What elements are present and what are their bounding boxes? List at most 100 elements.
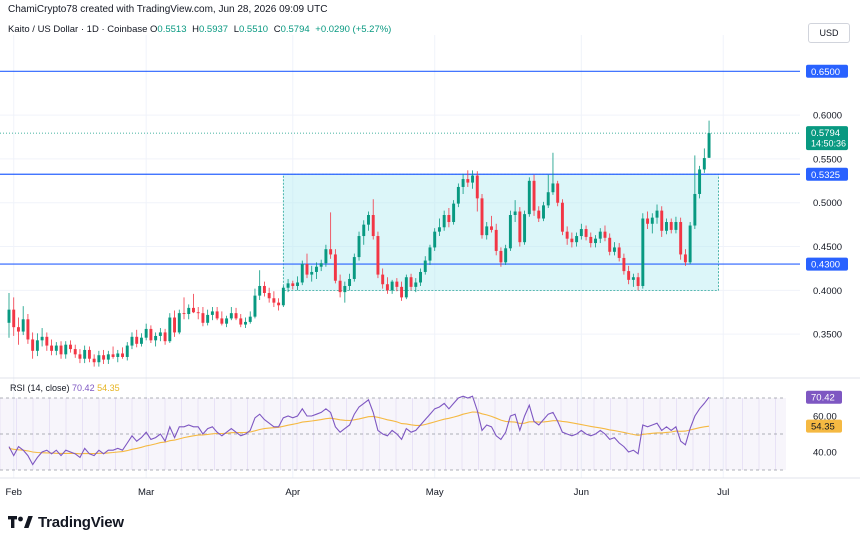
- candle-body-2026-06-27: [702, 158, 706, 170]
- high-value: 0.5937: [199, 24, 229, 35]
- candle-body-2026-02-01: [12, 309, 16, 328]
- level-tag-0.6500: 0.6500: [811, 67, 840, 78]
- candle-body-2026-03-25: [258, 285, 262, 296]
- candle-body-2026-06-23: [683, 254, 687, 263]
- rsi-axis[interactable]: 60.00 40.00 70.42 54.35: [806, 390, 842, 459]
- candle-body-2026-02-25: [125, 345, 129, 357]
- candle-body-2026-02-19: [97, 355, 101, 363]
- candle-body-2026-04-17: [367, 215, 370, 225]
- symbol-title: Kaito / US Dollar · 1D · Coinbase: [8, 24, 148, 35]
- candle-body-2026-03-03: [154, 335, 158, 341]
- last-price-countdown: 14:50:36: [811, 139, 846, 149]
- candle-body-2026-05-14: [494, 229, 498, 251]
- candle-body-2026-05-03: [442, 215, 446, 228]
- price-tick-0.6000: 0.6000: [813, 111, 842, 122]
- candle-body-2026-05-31: [575, 236, 579, 243]
- candle-body-2026-05-24: [542, 205, 545, 219]
- candle-body-2026-04-12: [343, 285, 347, 293]
- candle-body-2026-05-27: [556, 183, 560, 203]
- candle-body-2026-06-26: [698, 169, 702, 194]
- low-value: 0.5510: [239, 24, 269, 35]
- candle-body-2026-03-12: [196, 312, 200, 314]
- candle-body-2026-06-10: [622, 257, 626, 272]
- candle-body-2026-05-06: [456, 186, 460, 204]
- candle-body-2026-04-22: [390, 281, 394, 291]
- candle-body-2026-04-01: [291, 283, 295, 286]
- candle-body-2026-04-20: [381, 274, 385, 285]
- range-box-rect: [282, 173, 719, 291]
- candle-body-2026-03-23: [248, 316, 252, 322]
- candle-body-2026-06-05: [598, 231, 602, 239]
- candle-body-2026-02-09: [50, 345, 54, 351]
- candle-body-2026-05-23: [537, 210, 541, 219]
- candle-body-2026-05-07: [461, 179, 465, 187]
- candle-body-2026-03-15: [210, 311, 214, 315]
- level-tag-0.5325: 0.5325: [811, 170, 840, 181]
- tradingview-logo[interactable]: TradingView: [8, 512, 124, 532]
- candle-body-2026-04-28: [419, 271, 422, 283]
- rsi-value-tag-bg: [806, 390, 842, 404]
- price-tick-0.5500: 0.5500: [813, 154, 842, 165]
- candle-body-2026-03-07: [173, 317, 177, 333]
- candle-body-2026-05-11: [480, 198, 484, 236]
- candle-body-2026-04-03: [300, 264, 304, 283]
- candle-body-2026-02-04: [26, 319, 30, 340]
- candle-body-2026-06-19: [665, 222, 668, 231]
- candle-body-2026-06-15: [646, 218, 650, 224]
- candle-body-2026-02-22: [111, 354, 115, 357]
- time-tick-Mar: Mar: [138, 487, 154, 498]
- candle-body-2026-03-20: [234, 313, 238, 319]
- candlestick-series: [0, 120, 800, 367]
- candle-body-2026-05-17: [508, 215, 512, 249]
- candle-body-2026-05-28: [560, 202, 564, 232]
- high-label: H: [192, 24, 199, 35]
- candle-body-2026-03-17: [220, 318, 224, 324]
- candle-body-2026-02-23: [116, 353, 120, 357]
- candle-body-2026-03-28: [272, 298, 276, 303]
- candle-body-2026-04-08: [324, 249, 328, 264]
- candle-body-2026-06-28: [707, 133, 711, 158]
- price-axis[interactable]: 0.6000 0.5500 0.5000 0.4500 0.4000 0.3500 0.65…: [806, 64, 848, 341]
- candle-body-2026-02-24: [121, 353, 124, 357]
- rsi-legend-label: RSI (14, close): [10, 383, 70, 393]
- time-axis[interactable]: Feb Mar Apr May Jun Jul: [0, 477, 860, 498]
- time-tick-Jul: Jul: [717, 487, 729, 498]
- time-tick-Jun: Jun: [574, 487, 589, 498]
- symbol-legend[interactable]: Kaito / US Dollar · 1D · Coinbase O0.551…: [8, 24, 394, 35]
- candle-body-2026-05-18: [513, 211, 517, 216]
- candle-body-2026-03-11: [192, 307, 195, 313]
- candle-body-2026-04-10: [333, 254, 337, 281]
- candle-body-2026-05-02: [437, 227, 441, 232]
- candle-body-2026-02-26: [130, 336, 134, 346]
- candle-body-2026-04-26: [409, 277, 413, 287]
- candle-body-2026-04-25: [404, 277, 408, 298]
- candle-body-2026-03-18: [225, 318, 229, 324]
- change-value: +0.0290 (+5.27%): [315, 24, 392, 35]
- candle-body-2026-03-05: [163, 332, 167, 342]
- candle-body-2026-06-08: [612, 247, 616, 252]
- rsi-legend[interactable]: RSI (14, close) 70.42 54.35: [10, 383, 120, 393]
- candle-body-2026-06-01: [579, 229, 583, 237]
- candle-body-2026-03-02: [149, 328, 153, 341]
- candle-body-2026-05-12: [485, 226, 489, 236]
- candle-body-2026-02-06: [35, 340, 39, 351]
- low-label: L: [233, 24, 239, 35]
- candle-body-2026-06-09: [617, 247, 621, 258]
- candle-body-2026-05-05: [452, 203, 456, 223]
- candle-body-2026-03-08: [177, 313, 181, 333]
- rsi-legend-value: 70.42: [72, 383, 95, 393]
- candle-body-2026-06-21: [674, 222, 678, 230]
- candle-body-2026-02-10: [54, 345, 58, 351]
- candle-body-2026-06-03: [589, 236, 593, 244]
- candle-body-2026-06-25: [693, 193, 697, 226]
- candle-body-2026-02-14: [73, 349, 77, 355]
- candle-body-2026-04-29: [423, 260, 427, 272]
- candle-body-2026-03-26: [262, 285, 266, 293]
- candle-body-2026-03-27: [267, 292, 271, 299]
- candle-body-2026-04-18: [371, 215, 375, 237]
- currency-selector[interactable]: USD: [808, 23, 850, 43]
- horizontal-levels: [0, 70, 800, 265]
- level-tag-bg-0.6500: [806, 64, 848, 78]
- candle-body-2026-05-15: [499, 250, 503, 263]
